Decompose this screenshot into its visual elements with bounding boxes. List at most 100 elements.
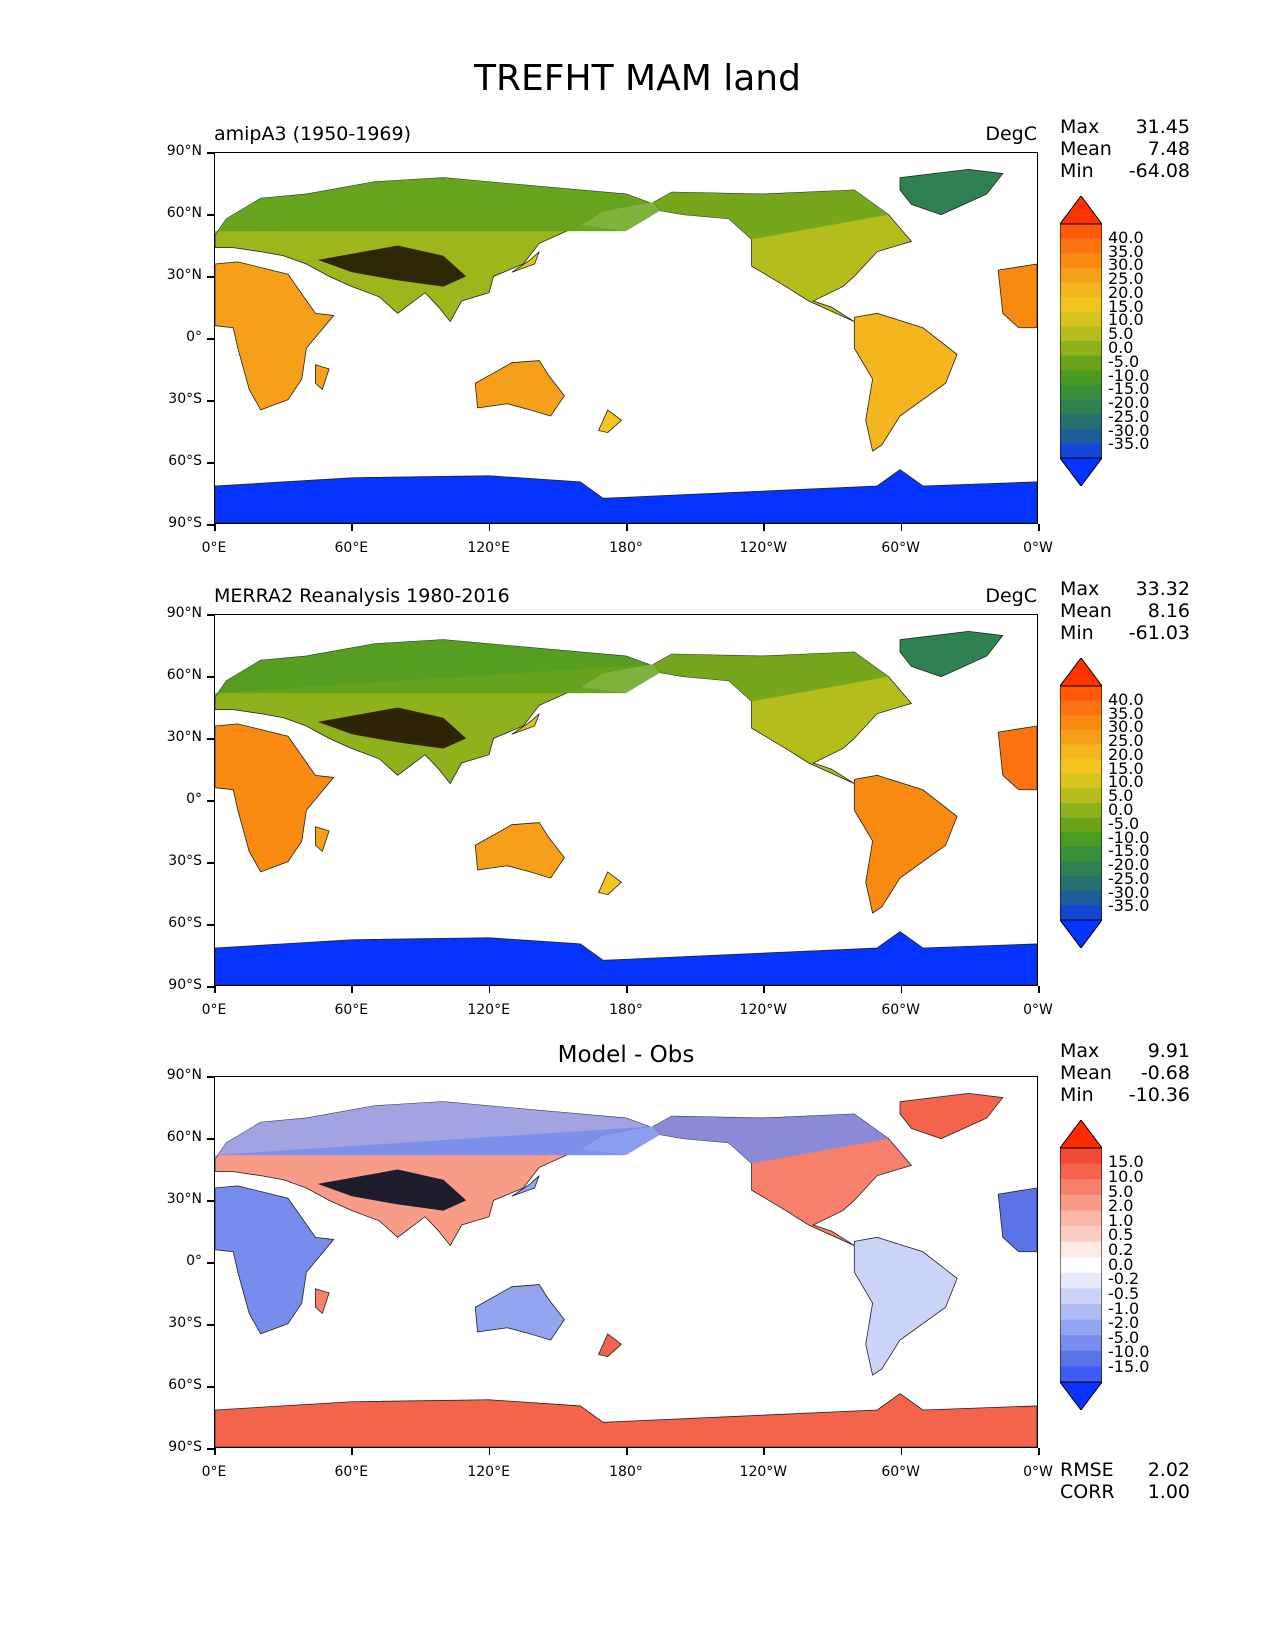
colorbar-label: 20.0	[1108, 282, 1144, 302]
lat-tick-label: 90°N	[166, 1067, 202, 1083]
lat-tick-label: 0°	[186, 791, 202, 807]
stat-value: -0.68	[1140, 1062, 1190, 1084]
colorbar-swatch	[1060, 253, 1102, 269]
colorbar-label: 25.0	[1108, 731, 1144, 751]
footer-value: 2.02	[1147, 1459, 1190, 1481]
colorbar-labels: 40.0 35.0 30.0 25.0 20.0 15.0 10.0 5.0 0.0 -5.0 -1…	[1108, 692, 1150, 916]
colorbar-label: -10.0	[1108, 365, 1150, 385]
colorbar-swatch	[1060, 773, 1102, 789]
lon-tick-label: 120°W	[739, 1002, 788, 1018]
lon-tick-label: 0°E	[201, 1464, 227, 1480]
colorbar-swatch	[1060, 817, 1102, 833]
lat-tick-label: 60°S	[168, 1377, 202, 1393]
colorbar-label: -5.0	[1108, 1327, 1140, 1347]
lat-tick	[207, 1076, 214, 1078]
panel-left-label: amipA3 (1950-1969)	[214, 123, 412, 145]
lat-tick-label: 60°S	[168, 453, 202, 469]
lon-tick	[626, 986, 628, 993]
landmass-westafrica	[997, 725, 1037, 791]
landmass-newzealand	[598, 1333, 623, 1358]
colorbar-max-extend	[1059, 657, 1103, 687]
landmass-westafrica	[997, 1187, 1037, 1253]
colorbar-label: -15.0	[1108, 1357, 1150, 1377]
panel-model: amipA3 (1950-1969) DegC Max 31.45 Mean 7.48 Mi…	[0, 0, 1275, 556]
lat-tick-label: 0°	[186, 329, 202, 345]
lon-tick-label: 0°E	[201, 540, 227, 556]
colorbar-swatch	[1060, 1148, 1102, 1165]
lon-tick	[351, 986, 353, 993]
colorbar-label: 15.0	[1108, 758, 1144, 778]
lon-tick-label: 120°E	[467, 1464, 510, 1480]
colorbar-label: 35.0	[1108, 703, 1144, 723]
lat-tick-label: 90°S	[168, 515, 202, 531]
colorbar-label: -25.0	[1108, 868, 1150, 888]
colorbar-swatch	[1060, 370, 1102, 386]
stat-label: Min	[1060, 160, 1094, 182]
lat-tick	[207, 800, 214, 802]
lat-tick-label: 30°N	[166, 1191, 202, 1207]
stat-value: -64.08	[1128, 160, 1190, 182]
colorbar-label: -0.5	[1108, 1283, 1140, 1303]
lon-tick-label: 60°W	[881, 1002, 920, 1018]
lon-tick	[900, 1448, 903, 1455]
colorbar-label: 20.0	[1108, 744, 1144, 764]
lon-tick	[763, 986, 765, 993]
colorbar-swatch	[1060, 1226, 1102, 1243]
landmass-newzealand	[598, 409, 623, 434]
colorbar-swatch	[1060, 282, 1102, 298]
lon-tick	[214, 524, 216, 531]
colorbar-labels: 40.0 35.0 30.0 25.0 20.0 15.0 10.0 5.0 0.0 -5.0 -1…	[1108, 230, 1150, 452]
colorbar-swatch	[1060, 1241, 1102, 1258]
stat-value: 31.45	[1135, 116, 1190, 138]
panel-center-label: Model - Obs	[557, 1042, 695, 1068]
colorbar-label: -10.0	[1108, 1342, 1150, 1362]
lat-tick	[207, 738, 214, 740]
lat-tick-label: 30°S	[168, 1315, 202, 1331]
lat-tick	[207, 462, 214, 464]
lon-tick	[626, 1448, 628, 1455]
lon-tick-label: 60°E	[334, 540, 369, 556]
panel-diff: Model - Obs Max 9.91 Mean -0.68 Min -10.36 90°N…	[0, 924, 1275, 1503]
landmass-antarctica	[215, 1393, 1037, 1447]
lon-tick	[1038, 524, 1040, 531]
colorbar-swatch	[1060, 1335, 1102, 1352]
stat-value: 9.91	[1147, 1040, 1190, 1062]
stat-row: Min -10.36	[1060, 1084, 1190, 1106]
lat-tick-label: 90°S	[168, 1439, 202, 1455]
lon-tick	[488, 1448, 491, 1455]
lat-tick-label: 90°S	[168, 977, 202, 993]
lat-tick-label: 60°N	[166, 667, 202, 683]
lat-tick	[207, 924, 214, 926]
lat-tick-label: 30°N	[166, 267, 202, 283]
lon-tick	[900, 524, 903, 531]
colorbar-swatch	[1060, 729, 1102, 746]
colorbar-label: 0.0	[1108, 338, 1134, 357]
panel-units-label: DegC	[985, 585, 1037, 607]
landmass-namerica-plateau	[317, 245, 467, 287]
stat-value: -61.03	[1128, 622, 1190, 644]
lat-tick-label: 30°N	[166, 729, 202, 745]
lon-tick-label: 120°W	[739, 540, 788, 556]
lat-tick	[207, 1262, 214, 1264]
colorbar-swatch	[1060, 384, 1102, 401]
colorbar-swatch	[1060, 414, 1102, 430]
landmass-africa	[215, 1185, 335, 1335]
lon-tick	[351, 524, 353, 531]
colorbar-swatch	[1060, 686, 1102, 702]
colorbar-label: -35.0	[1108, 896, 1150, 916]
colorbar-label: 15.0	[1108, 296, 1144, 316]
stat-row: Min -64.08	[1060, 160, 1190, 182]
lon-tick-label: 120°E	[467, 1002, 510, 1018]
stat-value: 8.16	[1147, 600, 1190, 622]
colorbar-swatch	[1060, 1194, 1102, 1211]
lon-tick-label: 180°	[609, 540, 643, 556]
colorbar-label: -30.0	[1108, 420, 1150, 440]
lon-tick-label: 0°E	[201, 1002, 227, 1018]
colorbar-max-extend	[1059, 1119, 1103, 1149]
colorbar-swatch	[1060, 1304, 1102, 1321]
lon-tick-label: 0°W	[1023, 1002, 1053, 1018]
lat-tick	[207, 152, 214, 154]
colorbar-label: -20.0	[1108, 393, 1150, 413]
colorbar-swatch	[1060, 846, 1102, 863]
stat-label: Max	[1060, 578, 1100, 600]
